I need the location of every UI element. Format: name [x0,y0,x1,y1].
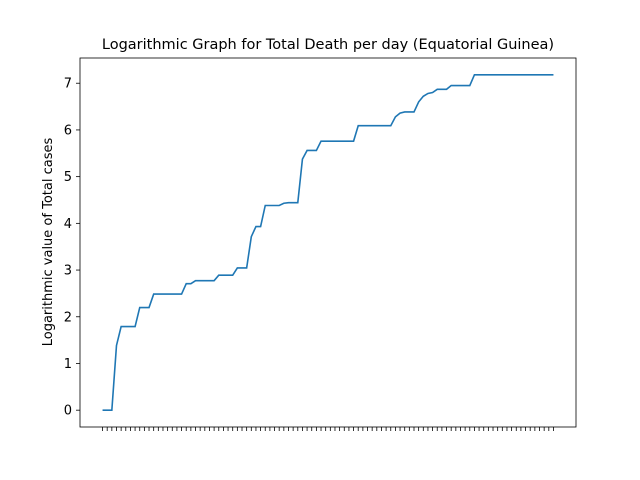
y-tick-label: 6 [64,123,72,138]
data-line [102,74,554,411]
y-tick-label: 3 [64,264,72,279]
chart-title: Logarithmic Graph for Total Death per da… [102,37,554,53]
y-tick-label: 1 [64,357,72,372]
y-tick-label: 4 [64,217,72,232]
y-tick-label: 7 [64,77,72,92]
plot-frame [79,57,577,428]
y-axis-label: Logarithmic value of Total cases [41,138,56,347]
y-tick-label: 2 [64,310,72,325]
y-tick-label: 0 [64,404,72,419]
y-tick-label: 5 [64,170,72,185]
